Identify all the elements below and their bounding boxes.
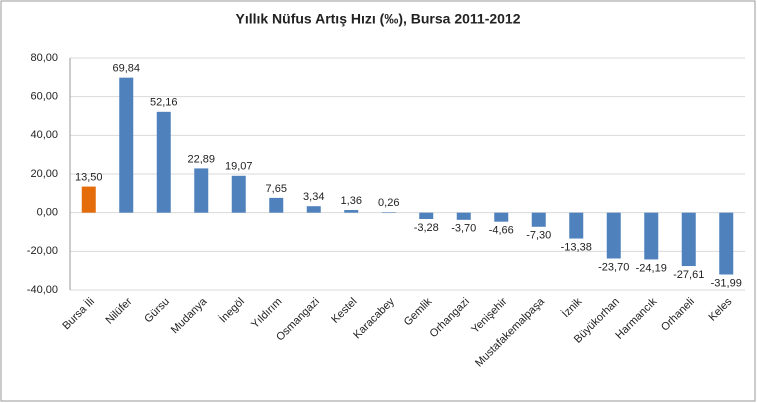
data-label: -31,99 (711, 277, 742, 289)
data-label: 22,89 (187, 153, 215, 165)
y-tick-label: 0,00 (37, 207, 58, 219)
bar (531, 212, 546, 227)
data-label: 52,16 (150, 97, 178, 109)
data-label: -3,70 (451, 223, 476, 235)
bar (419, 212, 434, 220)
bar (719, 212, 734, 275)
data-label: -23,70 (598, 261, 629, 273)
bar (269, 197, 284, 213)
bar (344, 210, 359, 213)
bar (456, 212, 471, 220)
bar (156, 111, 171, 213)
data-label: 0,26 (378, 197, 399, 209)
y-tick-label: -40,00 (27, 284, 58, 296)
bar (81, 186, 96, 213)
data-label: 19,07 (225, 161, 253, 173)
bar (681, 212, 696, 267)
data-label: -27,61 (673, 269, 704, 281)
data-label: -7,30 (526, 230, 551, 242)
data-label: 69,84 (112, 63, 140, 75)
data-label: 7,65 (266, 183, 287, 195)
y-tick-label: 80,00 (30, 52, 58, 64)
bar (494, 212, 509, 222)
chart-title: Yıllık Nüfus Artış Hızı (‰), Bursa 2011-… (235, 11, 520, 27)
y-tick-label: 20,00 (30, 168, 58, 180)
bar (644, 212, 659, 260)
y-tick-label: -20,00 (27, 245, 58, 257)
data-label: 1,36 (341, 195, 362, 207)
bar (306, 206, 321, 213)
data-label: -13,38 (561, 241, 592, 253)
bar (381, 212, 396, 213)
bar (119, 77, 134, 213)
data-label: 3,34 (303, 191, 324, 203)
y-tick-label: 60,00 (30, 91, 58, 103)
bar (569, 212, 584, 239)
data-label: 13,50 (75, 171, 103, 183)
bar (231, 175, 246, 213)
data-label: -4,66 (489, 225, 514, 237)
data-label: -3,28 (414, 222, 439, 234)
bar (194, 168, 209, 213)
data-label: -24,19 (636, 262, 667, 274)
bar (606, 212, 621, 259)
y-tick-label: 40,00 (30, 129, 58, 141)
